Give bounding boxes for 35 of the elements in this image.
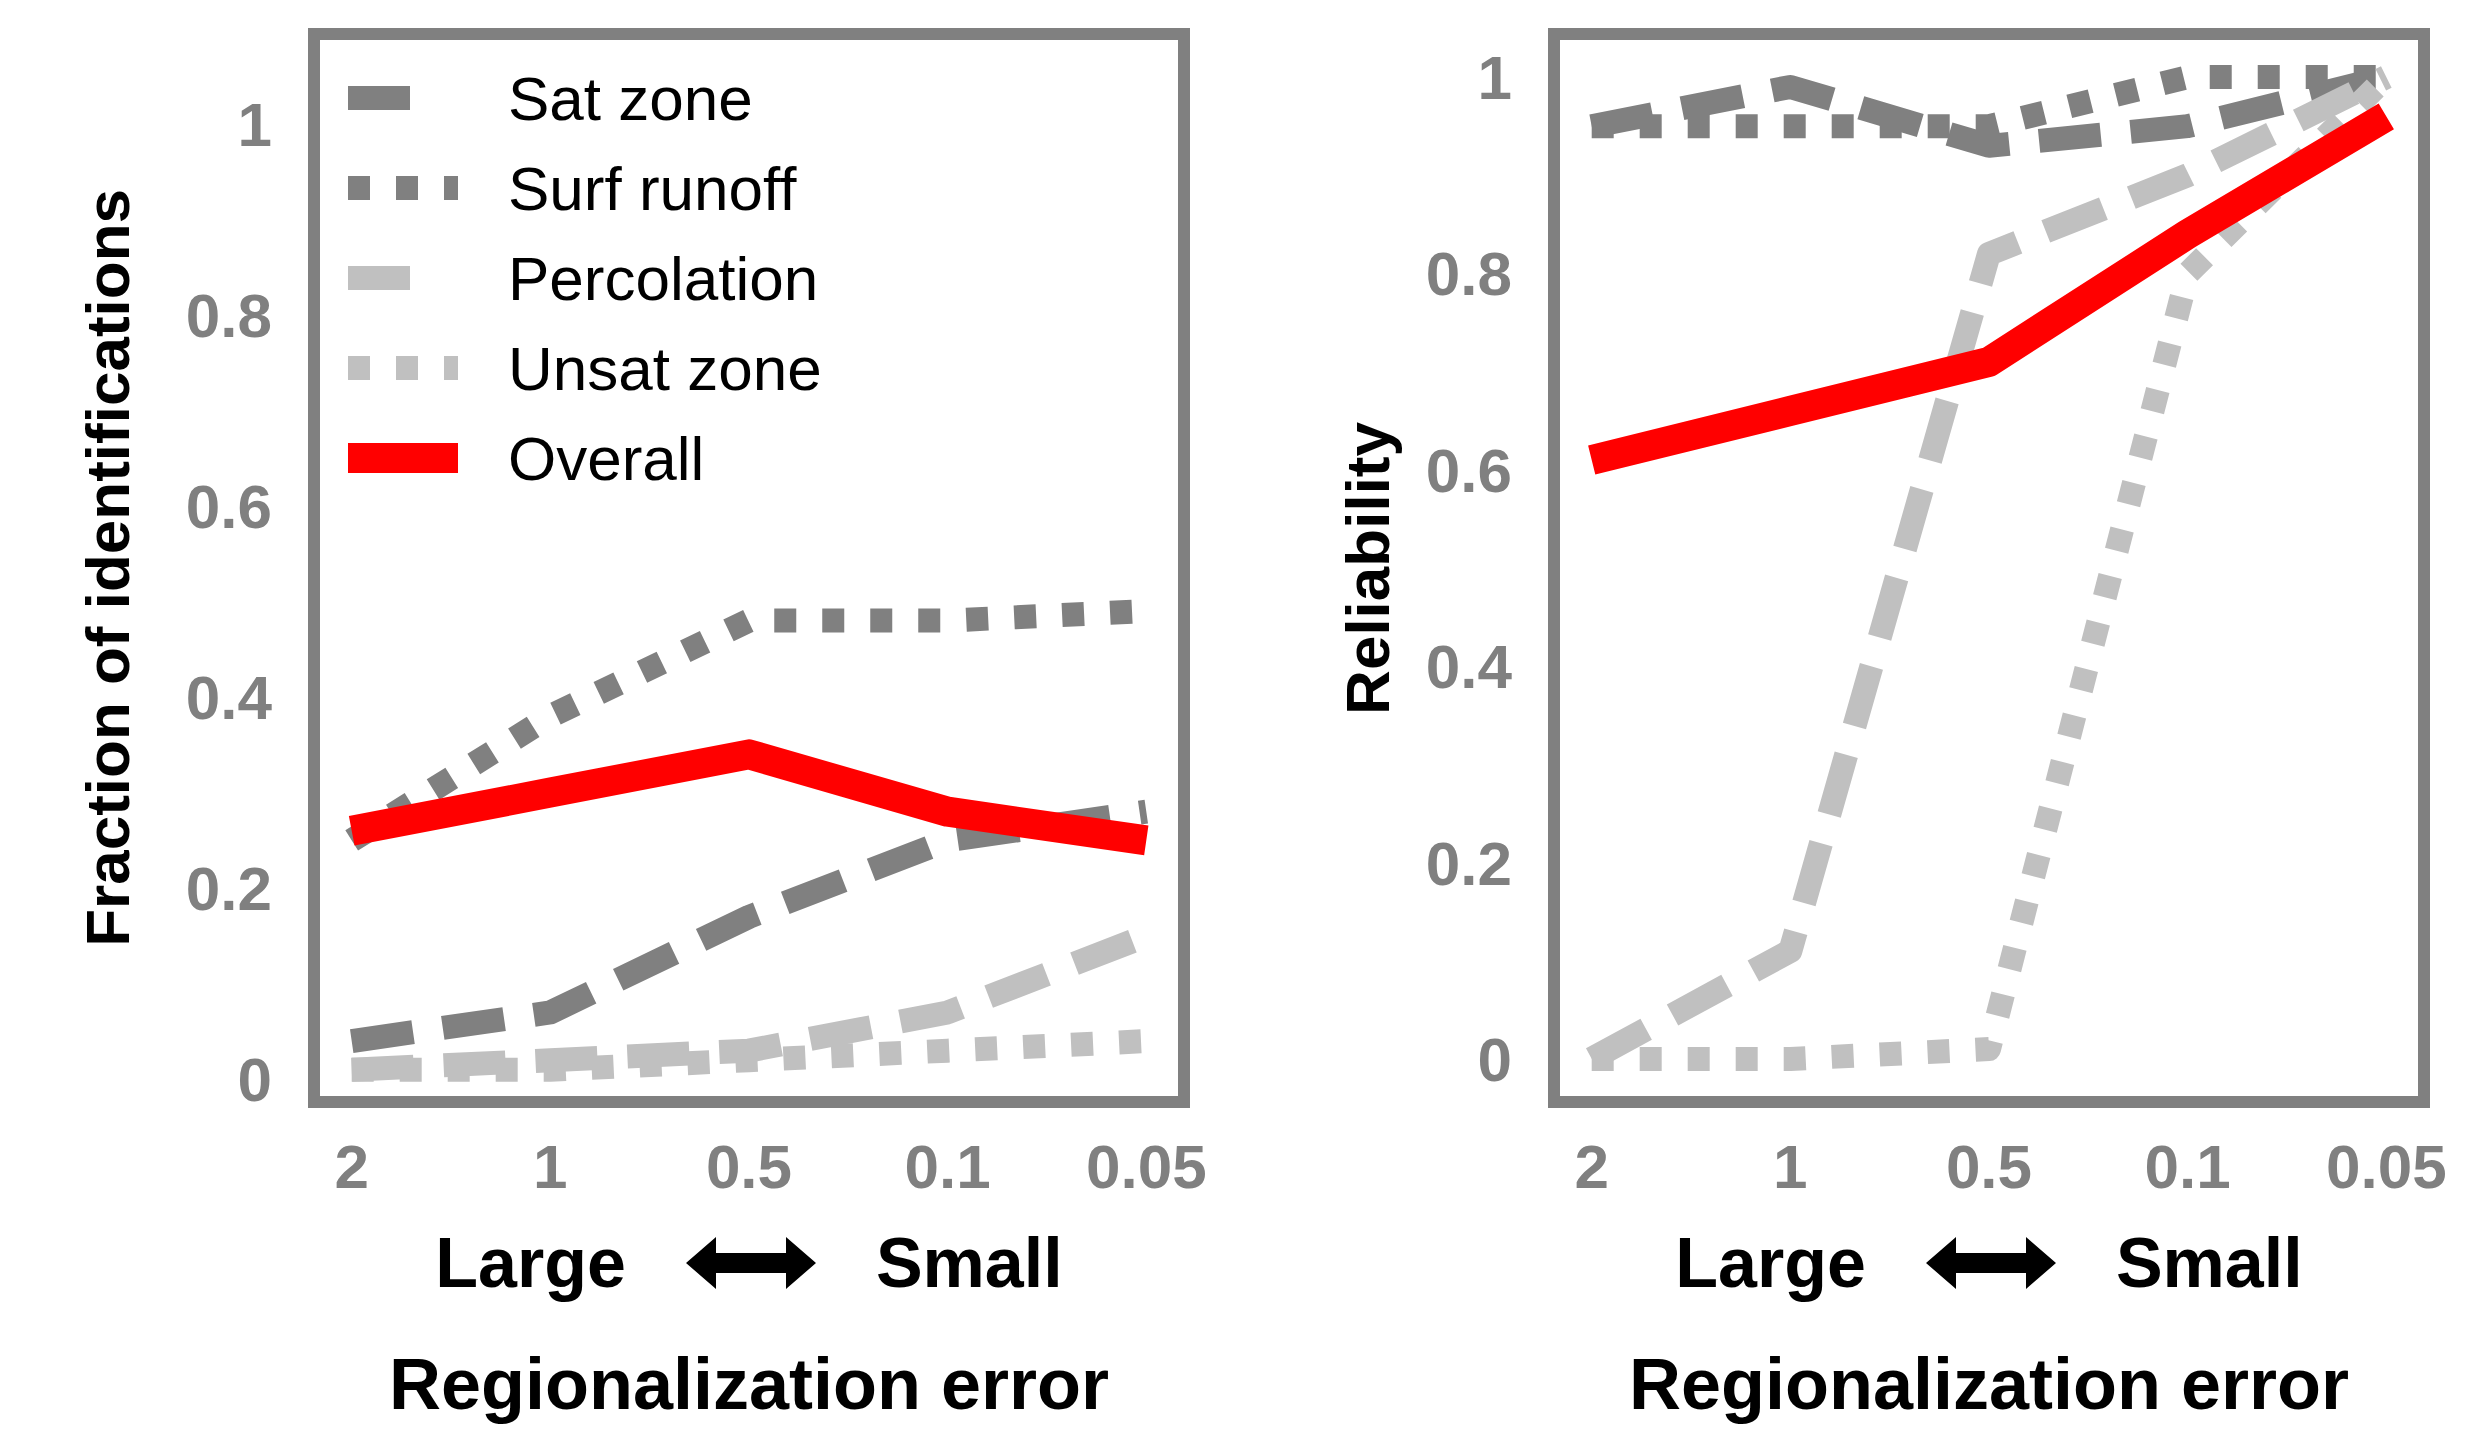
y-tick-label: 0: [1477, 1024, 1512, 1094]
x-tick-label: 2: [334, 1132, 369, 1202]
y-tick-label: 0.6: [1425, 435, 1512, 505]
legend-label: Percolation: [508, 242, 819, 314]
y-axis-title: Reliability: [1332, 421, 1403, 715]
x-tick-label: 0.5: [705, 1132, 793, 1202]
x-tick-label: 1: [533, 1132, 568, 1202]
y-tick-label: 0.8: [1425, 239, 1512, 309]
x-axis-title: Regionalization error: [1627, 1343, 2351, 1425]
y-tick-label: 0.4: [185, 663, 273, 733]
text: Large: [1675, 1223, 1866, 1303]
x-tick-label: 0.1: [2144, 1132, 2231, 1202]
y-tick-label: 1: [237, 89, 272, 159]
x-axis-title: Regionalization error: [387, 1343, 1111, 1425]
legend-label: Unsat zone: [508, 332, 822, 404]
x-tick-label: 1: [1773, 1132, 1808, 1202]
text: Large: [435, 1223, 626, 1303]
y-tick-label: 0: [237, 1045, 272, 1115]
y-tick-label: 0.2: [185, 854, 272, 924]
x-tick-label: 2: [1574, 1132, 1609, 1202]
y-tick-label: 0.4: [1425, 632, 1513, 702]
y-axis-title: Fraction of identifications: [72, 189, 143, 947]
y-tick-label: 0.8: [185, 280, 272, 350]
x-tick-label: 0.05: [1085, 1132, 1207, 1202]
text: Small: [875, 1223, 1063, 1303]
text: Small: [2115, 1223, 2303, 1303]
y-tick-label: 0.6: [185, 471, 272, 541]
x-tick-label: 0.05: [2325, 1132, 2447, 1202]
legend-label: Surf runoff: [508, 152, 797, 224]
legend-label: Overall: [508, 422, 705, 494]
y-tick-label: 1: [1477, 43, 1512, 113]
legend-label: Sat zone: [508, 62, 753, 134]
x-tick-label: 0.1: [904, 1132, 991, 1202]
y-tick-label: 0.2: [1425, 828, 1512, 898]
x-tick-label: 0.5: [1945, 1132, 2033, 1202]
